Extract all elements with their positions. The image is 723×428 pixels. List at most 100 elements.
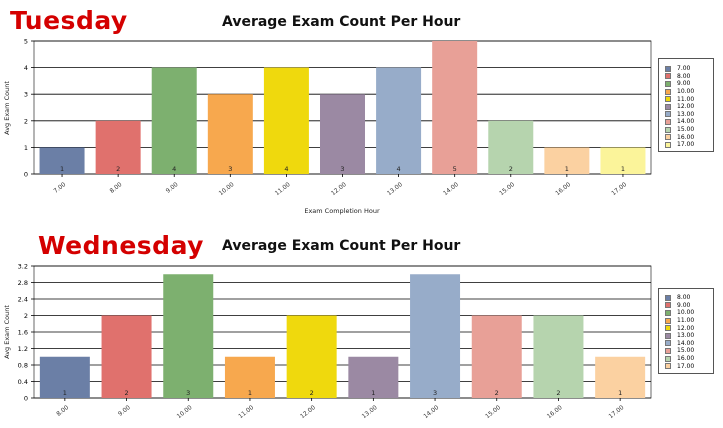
- data-label: 2: [124, 389, 128, 397]
- x-tick-label: 15.00: [484, 404, 502, 420]
- legend-swatch: [665, 65, 671, 72]
- legend-swatch: [665, 363, 671, 370]
- bar: [471, 315, 522, 398]
- legend-label: 15.00: [677, 126, 695, 134]
- chart-title-wednesday: Average Exam Count Per Hour: [222, 238, 461, 254]
- legend-item: 11.00: [659, 317, 713, 325]
- x-tick-label: 8.00: [55, 404, 70, 418]
- x-tick-label: 17.00: [608, 404, 626, 420]
- legend-label: 11.00: [677, 95, 695, 103]
- legend-item: 17.00: [659, 362, 713, 370]
- data-label: 2: [509, 165, 513, 173]
- data-label: 1: [60, 165, 64, 173]
- legend-item: 13.00: [659, 111, 713, 119]
- data-label: 2: [495, 389, 499, 397]
- legend-item: 15.00: [659, 347, 713, 355]
- legend-label: 8.00: [677, 72, 691, 80]
- legend-swatch: [665, 118, 671, 125]
- legend-item: 16.00: [659, 133, 713, 141]
- data-label: 3: [186, 389, 190, 397]
- legend-swatch: [665, 332, 671, 339]
- data-label: 4: [172, 165, 176, 173]
- bar: [263, 67, 309, 174]
- data-label: 1: [621, 165, 625, 173]
- y-tick-label: 0.4: [18, 378, 28, 386]
- legend-label: 15.00: [677, 347, 695, 355]
- x-tick-label: 9.00: [117, 404, 132, 418]
- bar: [224, 356, 275, 398]
- legend-swatch: [665, 88, 671, 95]
- legend-item: 11.00: [659, 95, 713, 103]
- y-tick-label: 2: [24, 312, 28, 320]
- legend-swatch: [665, 355, 671, 362]
- legend-item: 13.00: [659, 332, 713, 340]
- legend-item: 9.00: [659, 302, 713, 310]
- legend-item: 16.00: [659, 355, 713, 363]
- legend-swatch: [665, 141, 671, 148]
- y-axis-label: Avg Exam Count: [3, 305, 11, 359]
- data-label: 3: [228, 165, 232, 173]
- legend-label: 17.00: [677, 141, 695, 149]
- legend-label: 9.00: [677, 80, 691, 88]
- legend-item: 14.00: [659, 340, 713, 348]
- bar: [163, 274, 214, 398]
- legend-item: 17.00: [659, 141, 713, 149]
- y-tick-label: 5: [24, 38, 28, 46]
- legend-item: 14.00: [659, 118, 713, 126]
- legend-swatch: [665, 111, 671, 118]
- legend-swatch: [665, 73, 671, 80]
- data-label: 2: [556, 389, 560, 397]
- legend-label: 13.00: [677, 332, 695, 340]
- bar: [432, 41, 478, 174]
- legend-swatch: [665, 294, 671, 301]
- legend-swatch: [665, 302, 671, 309]
- legend-label: 12.00: [677, 103, 695, 111]
- x-tick-label: 11.00: [237, 404, 255, 420]
- y-tick-label: 2.4: [18, 296, 28, 304]
- legend-label: 14.00: [677, 339, 695, 347]
- data-label: 1: [63, 389, 67, 397]
- legend-item: 8.00: [659, 294, 713, 302]
- legend-swatch: [665, 96, 671, 103]
- data-label: 5: [453, 165, 457, 173]
- chart-title-tuesday: Average Exam Count Per Hour: [222, 14, 461, 30]
- y-tick-label: 4: [24, 64, 28, 72]
- legend-label: 14.00: [677, 118, 695, 126]
- day-title-tuesday: Tuesday: [10, 6, 128, 35]
- bar: [101, 315, 152, 398]
- x-tick-label: 12.00: [299, 404, 317, 420]
- legend-label: 16.00: [677, 133, 695, 141]
- legend-tuesday: 7.00 8.00 9.00 10.00 11.00 12.00 13.00 14.00 15.…: [658, 58, 714, 152]
- bar: [544, 147, 590, 174]
- legend-item: 12.00: [659, 324, 713, 332]
- y-tick-label: 3: [24, 91, 28, 99]
- y-tick-label: 3.2: [18, 263, 28, 271]
- y-tick-label: 1.2: [18, 345, 28, 353]
- x-tick-label: 13.00: [361, 404, 379, 420]
- legend-item: 10.00: [659, 88, 713, 96]
- chart-tuesday: 0 1 2 3 4 5 Avg Exam Count Exam Completion Hour…: [3, 38, 652, 215]
- legend-swatch: [665, 340, 671, 347]
- data-label: 4: [284, 165, 288, 173]
- data-label: 2: [116, 165, 120, 173]
- bar: [600, 147, 646, 174]
- y-tick-label: 0.8: [18, 362, 28, 370]
- legend-wednesday: 8.00 9.00 10.00 11.00 12.00 13.00 14.00 15.00 16…: [658, 288, 714, 374]
- x-tick-label: 10.00: [176, 404, 194, 420]
- legend-label: 9.00: [677, 301, 691, 309]
- data-label: 1: [618, 389, 622, 397]
- legend-swatch: [665, 126, 671, 133]
- bar: [207, 94, 253, 174]
- data-label: 3: [433, 389, 437, 397]
- legend-label: 16.00: [677, 355, 695, 363]
- bar: [39, 356, 90, 398]
- legend-label: 17.00: [677, 362, 695, 370]
- legend-swatch: [665, 317, 671, 324]
- bar: [151, 67, 197, 174]
- bar: [488, 120, 534, 174]
- x-axis-label: Exam Completion Hour: [304, 207, 380, 215]
- legend-label: 7.00: [677, 65, 691, 73]
- data-label: 1: [371, 389, 375, 397]
- legend-item: 12.00: [659, 103, 713, 111]
- legend-swatch: [665, 103, 671, 110]
